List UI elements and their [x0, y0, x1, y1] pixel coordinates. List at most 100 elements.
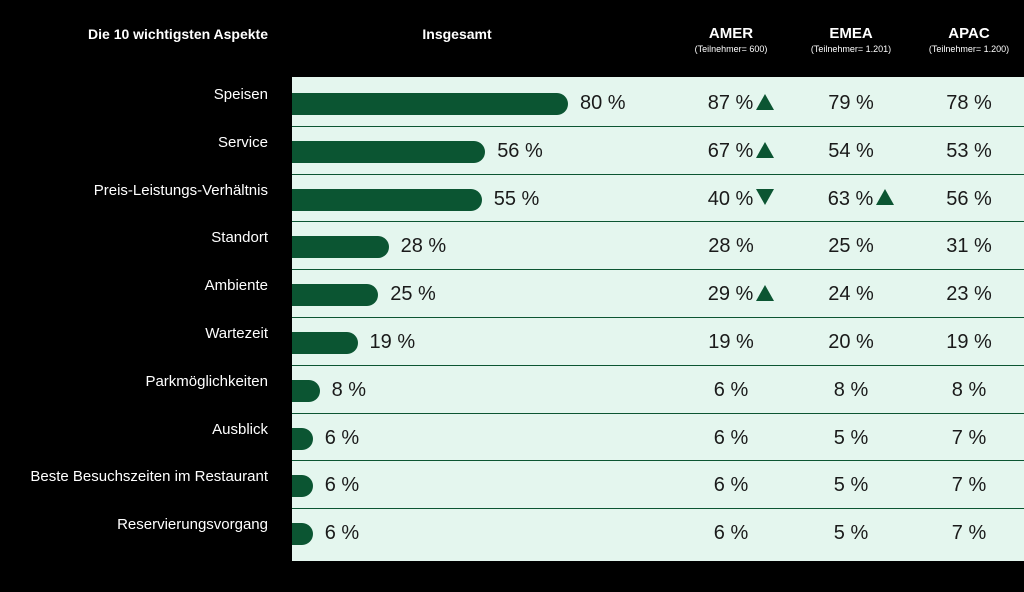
region-value-emea: 20 % — [796, 331, 906, 354]
region-value-apac: 78 % — [914, 92, 1024, 115]
region-value-emea: 5 % — [796, 522, 906, 545]
row-separator — [292, 317, 1024, 318]
value-text: 78 % — [946, 92, 992, 114]
region-value-emea: 25 % — [796, 235, 906, 258]
value-text: 53 % — [946, 139, 992, 162]
region-name: AMER — [708, 25, 754, 42]
row-separator — [292, 460, 1024, 462]
region-value-apac: 8 % — [914, 379, 1024, 402]
triangle-up-icon — [876, 189, 895, 206]
value-text: 79 % — [828, 92, 874, 114]
region-header-amer: AMER (Teilnehmer= 600) — [676, 25, 786, 54]
value-text: 28 % — [708, 235, 754, 258]
region-value-emea: 5 % — [796, 427, 906, 450]
category-label: Speisen — [213, 86, 268, 103]
bar-value-label: 56 % — [497, 139, 543, 162]
value-text: 7 % — [951, 426, 987, 449]
row-separator — [292, 269, 1024, 271]
value-text: 56 % — [946, 187, 992, 210]
bar — [292, 236, 389, 259]
triangle-up-icon — [756, 284, 775, 301]
category-label: Ambiente — [204, 277, 268, 295]
region-value-apac: 23 % — [914, 283, 1024, 306]
region-header-emea: EMEA (Teilnehmer= 1.201) — [796, 25, 906, 54]
category-label: Service — [217, 133, 268, 151]
triangle-up-icon — [756, 93, 775, 110]
bar-value-label: 6 % — [324, 426, 360, 449]
value-text: 54 % — [828, 139, 874, 162]
region-participants: (Teilnehmer= 1.200) — [928, 44, 1010, 54]
value-text: 67 % — [707, 139, 754, 162]
region-header-apac: APAC (Teilnehmer= 1.200) — [914, 25, 1024, 54]
bar — [292, 332, 358, 354]
value-text: 6 % — [713, 474, 749, 497]
bar — [292, 140, 486, 163]
value-text: 63 % — [827, 187, 874, 210]
region-value-emea: 24 % — [796, 283, 906, 306]
triangle-up-icon — [756, 141, 775, 158]
value-text: 29 % — [707, 283, 754, 306]
category-label: Beste Besuchszeiten im Restaurant — [30, 468, 268, 486]
region-value-apac: 7 % — [914, 427, 1024, 450]
region-value-apac: 7 % — [914, 522, 1024, 545]
row-separator — [292, 125, 1024, 127]
region-value-amer: 87 % — [686, 92, 796, 115]
triangle-down-icon — [756, 189, 775, 206]
bar — [292, 284, 379, 307]
value-text: 87 % — [707, 92, 754, 114]
value-text: 19 % — [708, 331, 754, 353]
region-value-amer: 67 % — [686, 140, 796, 163]
region-value-emea: 79 % — [796, 92, 906, 115]
bar — [292, 475, 313, 498]
bar — [292, 427, 313, 450]
region-value-emea: 5 % — [796, 474, 906, 497]
value-text: 6 % — [713, 426, 749, 449]
region-value-apac: 31 % — [914, 235, 1024, 258]
region-value-amer: 29 % — [686, 283, 796, 306]
row-separator — [292, 364, 1024, 366]
region-value-amer: 40 % — [686, 188, 796, 211]
category-label: Reservierungsvorgang — [117, 516, 268, 534]
region-value-emea: 63 % — [806, 188, 916, 211]
region-value-amer: 6 % — [676, 427, 786, 450]
value-text: 6 % — [713, 522, 749, 545]
value-text: 5 % — [833, 522, 869, 545]
bar-value-label: 6 % — [324, 522, 360, 545]
bar-value-label: 28 % — [400, 235, 447, 258]
category-label: Wartezeit — [205, 325, 268, 342]
value-text: 5 % — [833, 426, 869, 449]
region-value-amer: 6 % — [676, 522, 786, 545]
bar-value-label: 19 % — [369, 331, 416, 353]
region-value-amer: 6 % — [676, 379, 786, 402]
bar-value-label: 6 % — [324, 474, 360, 497]
row-separator — [292, 412, 1024, 414]
region-name: EMEA — [829, 25, 873, 42]
total-column-header: Insgesamt — [422, 26, 492, 42]
value-text: 19 % — [946, 331, 992, 353]
category-label: Parkmöglichkeiten — [145, 372, 268, 390]
category-label: Preis-Leistungs-Verhältnis — [93, 181, 268, 199]
region-value-amer: 28 % — [676, 235, 786, 258]
value-text: 7 % — [951, 522, 987, 545]
category-label: Ausblick — [212, 420, 268, 438]
value-text: 5 % — [833, 474, 869, 497]
bar — [292, 188, 482, 211]
region-value-apac: 19 % — [914, 331, 1024, 354]
value-text: 6 % — [713, 378, 749, 401]
value-text: 8 % — [951, 378, 987, 401]
bar — [292, 93, 568, 115]
region-value-emea: 8 % — [796, 379, 906, 402]
region-value-amer: 19 % — [676, 331, 786, 354]
region-name: APAC — [948, 25, 990, 42]
value-text: 7 % — [951, 474, 987, 497]
bar-value-label: 25 % — [390, 283, 436, 306]
region-value-emea: 54 % — [796, 140, 906, 163]
bar-value-label: 80 % — [580, 92, 626, 114]
value-text: 23 % — [946, 283, 992, 306]
value-text: 40 % — [707, 187, 754, 210]
aspects-column-header: Die 10 wichtigsten Aspekte — [88, 26, 268, 42]
region-participants: (Teilnehmer= 600) — [694, 44, 768, 54]
bar — [292, 523, 313, 546]
value-text: 24 % — [828, 283, 874, 306]
region-value-apac: 7 % — [914, 474, 1024, 497]
